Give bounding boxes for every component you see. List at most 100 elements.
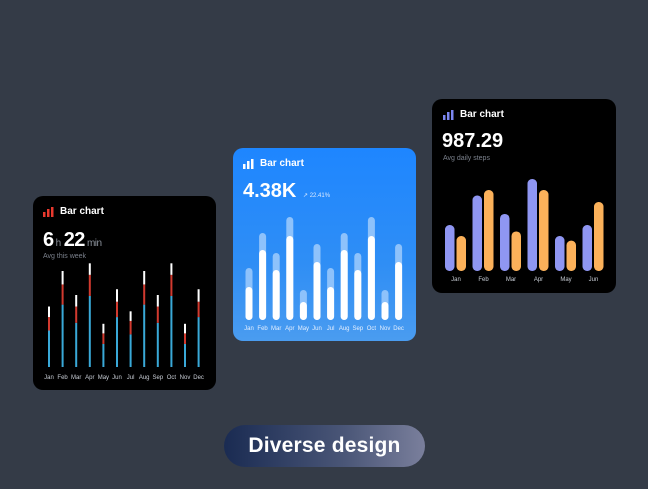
x-tick-label: Jan [244, 326, 254, 332]
bar-segment [170, 263, 173, 275]
x-tick-label: Mar [71, 375, 81, 381]
x-tick-label: Apr [285, 326, 294, 332]
bar-segment [129, 320, 132, 335]
bar-segment [88, 274, 91, 296]
x-tick-label: Feb [478, 277, 489, 283]
bar-segment [156, 322, 159, 367]
x-tick-label: Dec [193, 375, 204, 381]
bar [555, 236, 565, 271]
x-tick-label: May [98, 375, 109, 381]
bar-segment [102, 323, 105, 334]
bar-segment [245, 287, 253, 320]
bar-segment [143, 271, 146, 285]
bar-segment [170, 295, 173, 367]
card-subtitle: Avg daily steps [443, 155, 490, 162]
bar [527, 179, 537, 271]
card-title: Bar chart [260, 158, 304, 169]
x-tick-label: Jun [112, 375, 122, 381]
bar [500, 213, 510, 271]
duration-value: 6 h 22 min [43, 229, 105, 252]
bar-segment [48, 306, 50, 318]
x-tick-label: Dec [393, 326, 404, 332]
bar-chart-card-dark-red[interactable]: Bar chart 6 h 22 min Avg this week Jan Feb Ma… [33, 196, 216, 390]
bar-segment [259, 250, 267, 320]
bar [511, 231, 521, 271]
x-tick-label: Jun [312, 326, 322, 332]
x-tick-label: Jun [589, 277, 599, 283]
bar-segment [129, 311, 132, 321]
x-tick-label: May [560, 277, 571, 283]
x-tick-label: Nov [180, 375, 191, 381]
bar-segment [88, 295, 91, 367]
x-tick-label: Sep [352, 326, 363, 332]
card-subtitle: Avg this week [43, 253, 87, 260]
bar-segment [129, 334, 132, 367]
bar-segment [327, 287, 335, 320]
x-tick-label: Aug [139, 375, 150, 381]
x-tick-label: Jan [451, 277, 461, 283]
bar-segment [88, 263, 91, 275]
bar-segment [340, 250, 348, 320]
bar [539, 190, 549, 271]
bar-chart-card-blue[interactable]: Bar chart 4.38K ↗ 22.41% Jan Feb Mar Apr May… [233, 148, 416, 341]
bar-segment [286, 236, 294, 320]
stacked-bar-chart: Jan Feb Mar Apr May Jun Jul Aug Sep Oct Nov Dec [44, 263, 204, 381]
bar-segment [116, 317, 118, 367]
minutes-unit: min [86, 238, 102, 249]
x-tick-label: Jul [127, 375, 135, 381]
bar-segment [184, 343, 186, 367]
bar-segment [102, 333, 105, 344]
steps-value: 987.29 [442, 130, 504, 152]
hours-unit: h [55, 238, 62, 249]
x-tick-label: Jan [44, 375, 54, 381]
bar-chart-icon [43, 206, 54, 217]
bar-segment [143, 284, 146, 305]
bar-segment [197, 289, 200, 302]
bar-segment [75, 322, 78, 367]
bar-segment [170, 274, 173, 296]
bar-segment [395, 262, 403, 320]
x-tick-label: Oct [167, 375, 177, 381]
bar-chart-icon [443, 109, 454, 120]
grouped-bar-chart: Jan Feb Mar Apr May Jun [445, 179, 604, 283]
card-header: Bar chart [43, 206, 104, 217]
bar-segment [116, 289, 118, 302]
bar-segment [48, 317, 50, 331]
bar [456, 236, 466, 271]
card-title: Bar chart [60, 206, 104, 217]
total-value: 4.38K [243, 180, 297, 202]
bar-segment [367, 236, 375, 320]
stacked-bar-chart: Jan Feb Mar Apr May Jun Jul Aug Sep Oct Nov Dec [244, 217, 404, 332]
hours-value: 6 [43, 229, 54, 251]
x-tick-label: Sep [152, 375, 163, 381]
bar-segment [184, 333, 186, 344]
x-tick-label: Aug [339, 326, 350, 332]
bar [472, 195, 482, 271]
bar-segment [197, 301, 200, 318]
x-tick-label: Oct [367, 326, 377, 332]
x-tick-label: Apr [534, 277, 543, 283]
bar-chart-icon [243, 158, 254, 169]
bar-segment [197, 317, 200, 367]
bar-chart-card-dark-purple[interactable]: Bar chart 987.29 Avg daily steps Jan Feb M… [432, 99, 616, 293]
bar-segment [61, 304, 64, 367]
bar-segment [75, 306, 78, 323]
bar-segment [184, 323, 186, 334]
bar-segment [381, 302, 389, 320]
bar-segment [156, 306, 159, 323]
x-tick-label: Nov [380, 326, 391, 332]
bar-segment [116, 301, 118, 318]
bar-segment [143, 304, 146, 367]
bar-segment [61, 284, 64, 305]
bar-segment [48, 330, 50, 367]
card-header: Bar chart [243, 158, 304, 169]
bar [566, 240, 576, 271]
bar [484, 190, 494, 271]
trend-up-icon: ↗ [303, 193, 309, 199]
x-tick-label: Mar [506, 277, 516, 283]
bar [594, 202, 604, 271]
bar-segment [102, 343, 105, 367]
bar-segment [272, 270, 280, 320]
x-tick-label: Apr [85, 375, 94, 381]
x-tick-label: Mar [271, 326, 281, 332]
